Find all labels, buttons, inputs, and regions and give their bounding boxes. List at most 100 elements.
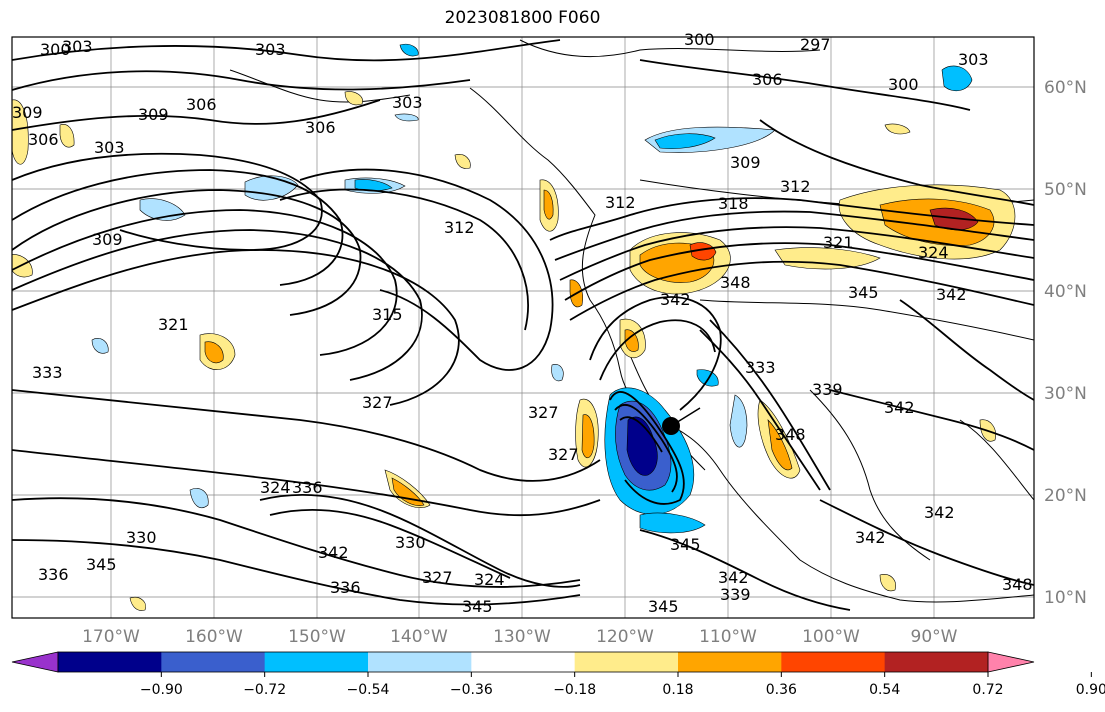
latitude-label: 60°N bbox=[1044, 78, 1087, 98]
longitude-label: 130°W bbox=[493, 627, 551, 647]
longitude-label: 170°W bbox=[82, 627, 140, 647]
contour-label: 345 bbox=[670, 535, 701, 554]
longitude-label: 150°W bbox=[288, 627, 346, 647]
contour-label: 327 bbox=[362, 393, 393, 412]
latitude-label: 10°N bbox=[1044, 588, 1087, 608]
contour-label: 300 bbox=[888, 75, 919, 94]
contour-label: 330 bbox=[126, 528, 157, 547]
contour-label: 342 bbox=[718, 568, 749, 587]
contour-label: 348 bbox=[775, 425, 806, 444]
contour-label: 336 bbox=[330, 578, 361, 597]
colorbar-tick-label: 0.18 bbox=[662, 682, 693, 698]
contour-lines bbox=[12, 39, 1034, 611]
contour-label: 312 bbox=[780, 177, 811, 196]
contour-label: 345 bbox=[86, 555, 117, 574]
contour-label: 306 bbox=[28, 130, 59, 149]
contour-label: 336 bbox=[292, 478, 323, 497]
colorbar-segment bbox=[161, 652, 266, 672]
positive-shading bbox=[12, 91, 1016, 611]
contour-label: 327 bbox=[422, 568, 453, 587]
contour-label: 330 bbox=[395, 533, 426, 552]
colorbar-segment bbox=[368, 652, 472, 672]
colorbar-tick-label: −0.36 bbox=[450, 682, 493, 698]
contour-label: 312 bbox=[444, 218, 475, 237]
colorbar-tick-label: −0.90 bbox=[140, 682, 183, 698]
contour-label: 333 bbox=[32, 363, 63, 382]
longitude-labels: 170°W 160°W 150°W 140°W 130°W 120°W 110°… bbox=[82, 627, 958, 647]
colorbar-tick-label: −0.18 bbox=[553, 682, 596, 698]
colorbar-segment bbox=[884, 652, 989, 672]
contour-label: 309 bbox=[12, 103, 43, 122]
colorbar-tick-label: 0.36 bbox=[766, 682, 797, 698]
contour-label: 303 bbox=[62, 37, 93, 56]
contour-label: 312 bbox=[605, 193, 636, 212]
colorbar-tick-label: 0.90 bbox=[1076, 682, 1105, 698]
longitude-label: 100°W bbox=[802, 627, 860, 647]
contour-label: 327 bbox=[528, 403, 559, 422]
contour-label: 339 bbox=[720, 585, 751, 604]
contour-label: 345 bbox=[648, 597, 679, 616]
contour-label: 327 bbox=[548, 445, 579, 464]
longitude-label: 110°W bbox=[699, 627, 757, 647]
contour-label: 303 bbox=[392, 93, 423, 112]
contour-label: 342 bbox=[660, 290, 691, 309]
latitude-label: 20°N bbox=[1044, 486, 1087, 506]
longitude-label: 140°W bbox=[390, 627, 448, 647]
contour-label: 342 bbox=[924, 503, 955, 522]
longitude-label: 90°W bbox=[911, 627, 958, 647]
contour-label: 309 bbox=[730, 153, 761, 172]
map-title: 2023081800 F060 bbox=[444, 8, 601, 28]
colorbar-arrow-high bbox=[987, 651, 1035, 673]
colorbar-segment bbox=[264, 652, 369, 672]
colorbar-segment bbox=[58, 652, 162, 672]
colorbar-tick-label: 0.54 bbox=[869, 682, 900, 698]
contour-label: 303 bbox=[958, 50, 989, 69]
contour-label: 324 bbox=[918, 243, 949, 262]
contour-label: 318 bbox=[718, 194, 749, 213]
longitude-label: 120°W bbox=[596, 627, 654, 647]
storm-track-line bbox=[670, 407, 701, 427]
contour-label: 345 bbox=[848, 283, 879, 302]
contour-label: 324 bbox=[260, 478, 291, 497]
contour-label: 306 bbox=[752, 70, 783, 89]
contour-label: 297 bbox=[800, 35, 831, 54]
longitude-label: 160°W bbox=[185, 627, 243, 647]
colorbar-tick-label: −0.54 bbox=[347, 682, 390, 698]
contour-label: 342 bbox=[936, 285, 967, 304]
contour-label: 336 bbox=[38, 565, 69, 584]
contour-label: 342 bbox=[855, 528, 886, 547]
contour-label: 333 bbox=[745, 358, 776, 377]
contour-label: 300 bbox=[684, 30, 715, 49]
map-frame bbox=[11, 36, 1035, 619]
contour-label: 342 bbox=[884, 398, 915, 417]
colorbar-frame bbox=[57, 651, 989, 673]
contour-label: 309 bbox=[92, 230, 123, 249]
latitude-label: 40°N bbox=[1044, 282, 1087, 302]
contour-label: 321 bbox=[158, 315, 189, 334]
contour-label: 348 bbox=[1002, 575, 1033, 594]
contour-label: 303 bbox=[94, 138, 125, 157]
colorbar-segment bbox=[678, 652, 782, 672]
contour-label-group: 300 303 303 300 297 306 300 303 309 306 … bbox=[12, 30, 1033, 616]
colorbar-tick-label: 0.72 bbox=[972, 682, 1003, 698]
latitude-label: 50°N bbox=[1044, 180, 1087, 200]
colorbar-segment bbox=[471, 652, 576, 672]
colorbar: −0.90 −0.72 −0.54 −0.36 −0.18 0.18 0.36 0.54 0.7… bbox=[11, 651, 1105, 698]
contour-label: 306 bbox=[305, 118, 336, 137]
contour-label: 306 bbox=[186, 95, 217, 114]
contour-label: 321 bbox=[823, 233, 854, 252]
contour-label: 303 bbox=[255, 40, 286, 59]
contour-label: 339 bbox=[812, 380, 843, 399]
contour-label: 324 bbox=[474, 570, 505, 589]
contour-label: 348 bbox=[720, 273, 751, 292]
contour-label: 300 bbox=[40, 40, 71, 59]
colorbar-tick-label: −0.72 bbox=[243, 682, 286, 698]
contour-label: 315 bbox=[372, 305, 403, 324]
colorbar-arrow-low bbox=[11, 651, 59, 673]
colorbar-segment bbox=[781, 652, 886, 672]
colorbar-segment bbox=[574, 652, 679, 672]
contour-label: 309 bbox=[138, 105, 169, 124]
latitude-label: 30°N bbox=[1044, 384, 1087, 404]
contour-label: 342 bbox=[318, 543, 349, 562]
